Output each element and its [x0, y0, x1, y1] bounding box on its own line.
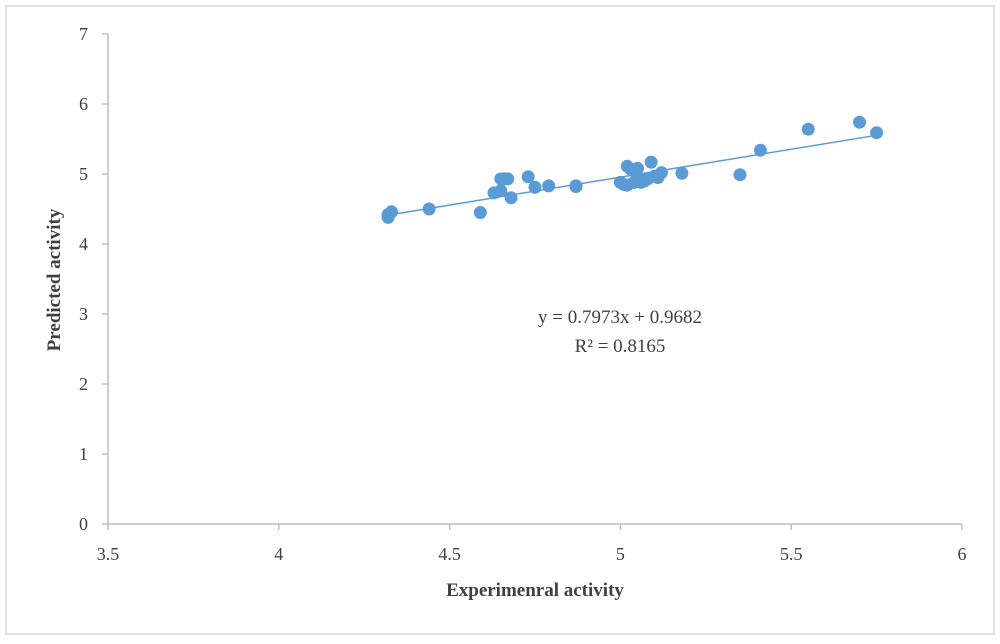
r-squared-label: R² = 0.8165 — [575, 336, 666, 357]
data-point — [528, 180, 542, 194]
y-tick-labels: 0 1 2 3 4 5 6 7 — [79, 24, 108, 534]
x-tick-label: 4 — [274, 544, 283, 564]
data-point — [504, 191, 518, 205]
y-tick-label: 7 — [79, 24, 88, 44]
data-point — [494, 184, 508, 198]
y-tick-label: 0 — [79, 514, 88, 534]
data-point — [501, 172, 515, 186]
data-point — [801, 122, 815, 136]
data-point — [870, 126, 884, 140]
x-tick-label: 4.5 — [438, 544, 461, 564]
y-tick-label: 4 — [79, 234, 88, 254]
x-tick-label: 6 — [958, 544, 967, 564]
y-tick-label: 3 — [79, 304, 88, 324]
data-point — [630, 161, 644, 175]
y-tick-label: 2 — [79, 374, 88, 394]
chart-border — [5, 5, 995, 635]
x-axis-title: Experimenral activity — [446, 580, 624, 601]
y-tick-label: 1 — [79, 444, 88, 464]
data-point — [675, 166, 689, 180]
data-point — [473, 206, 487, 219]
x-tick-labels: 3.5 4 4.5 5 5.5 6 — [97, 524, 967, 564]
x-tick-label: 5 — [616, 544, 625, 564]
data-points — [381, 115, 884, 224]
data-point — [753, 143, 767, 157]
x-tick-label: 5.5 — [780, 544, 803, 564]
y-axis-title: Predicted activity — [44, 208, 65, 351]
data-point — [542, 179, 556, 193]
data-point — [422, 202, 436, 216]
data-point — [385, 205, 399, 219]
y-tick-label: 5 — [79, 164, 88, 184]
data-point — [654, 166, 668, 180]
y-tick-label: 6 — [79, 94, 88, 114]
data-point — [644, 155, 658, 169]
trendline-equation: y = 0.7973x + 0.9682 — [538, 307, 702, 328]
data-point — [733, 168, 747, 182]
data-point — [521, 170, 535, 184]
axes — [107, 34, 962, 525]
data-point — [853, 115, 867, 129]
data-point — [569, 180, 583, 194]
x-tick-label: 3.5 — [97, 544, 120, 564]
